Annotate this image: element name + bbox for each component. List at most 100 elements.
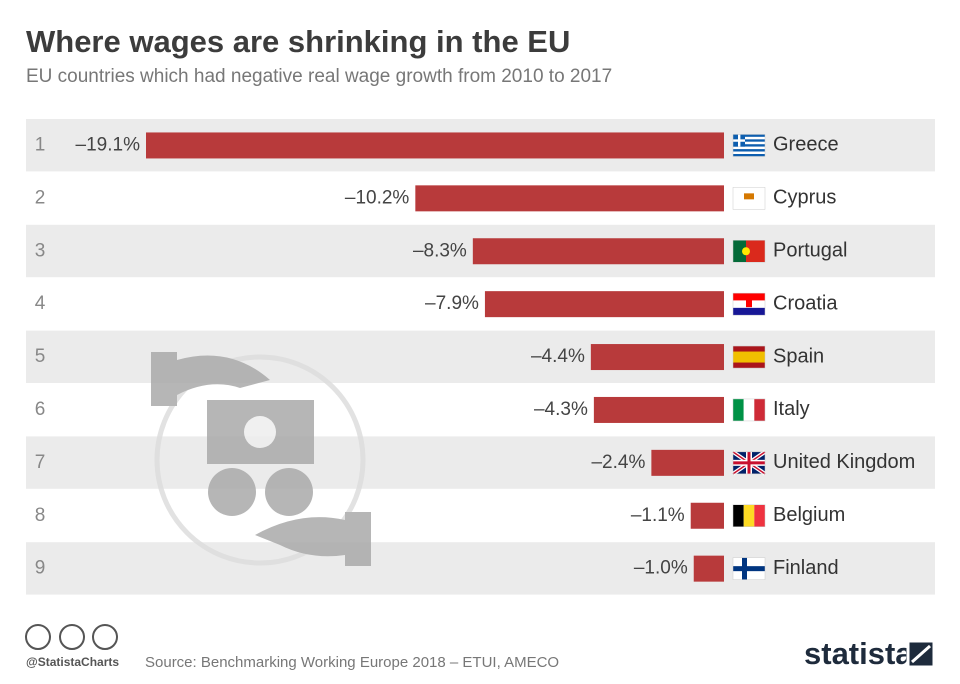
flag-border [732, 345, 766, 369]
flag-part [733, 139, 765, 142]
flag-part [733, 566, 765, 572]
category-label: Greece [773, 134, 839, 156]
flag-part [733, 146, 765, 150]
rank-label: 7 [35, 452, 46, 473]
flag-part [733, 240, 746, 263]
rank-label: 6 [35, 399, 46, 420]
flag-border [732, 134, 766, 157]
rank-label: 2 [35, 187, 46, 208]
rank-label: 9 [35, 558, 46, 579]
flag-part [733, 144, 765, 147]
flag-part [733, 136, 765, 140]
flag-part [746, 299, 752, 308]
flag-part [733, 154, 765, 157]
category-label: Cyprus [773, 187, 836, 209]
value-label: –7.9% [425, 293, 479, 314]
illustration-hand [345, 512, 371, 566]
flag-border [732, 187, 766, 210]
bar [593, 396, 724, 423]
value-label: –19.1% [76, 134, 141, 155]
row-background [26, 277, 935, 331]
flag-part [733, 398, 744, 421]
brand: statista [804, 636, 913, 671]
flag-border [732, 557, 766, 580]
illustration-hand [177, 355, 270, 395]
rank-label: 3 [35, 240, 46, 261]
illustration-hand [151, 352, 177, 406]
flag [732, 345, 766, 369]
row-background [26, 542, 935, 595]
flag-part [733, 293, 765, 301]
flag [732, 134, 766, 157]
rank-label: 8 [35, 505, 46, 526]
bar [484, 291, 724, 318]
category-label: Italy [773, 398, 810, 420]
license-icons [25, 624, 118, 650]
flag-border [732, 451, 766, 475]
value-label: –10.2% [345, 187, 410, 208]
flag-part [733, 461, 765, 465]
flag [732, 557, 766, 580]
chart-subtitle: EU countries which had negative real wag… [26, 66, 612, 87]
illustration [151, 352, 371, 566]
bar [690, 502, 724, 529]
handle: @StatistaCharts [26, 655, 119, 669]
flag-border [732, 240, 766, 263]
bar [590, 344, 724, 371]
flag [731, 450, 767, 476]
bar [693, 555, 724, 582]
cc-icon [25, 624, 51, 650]
flag-part [733, 151, 765, 155]
category-label: Croatia [773, 292, 838, 314]
flag [732, 398, 766, 422]
value-label: –1.0% [634, 558, 688, 579]
flag-part [733, 141, 765, 145]
flag [732, 187, 766, 210]
value-label: –8.3% [413, 240, 467, 261]
bar [651, 449, 724, 476]
flag-part [733, 139, 745, 142]
category-label: United Kingdom [773, 451, 915, 473]
value-label: –4.4% [531, 346, 585, 367]
bar [415, 185, 724, 212]
category-label: Portugal [773, 240, 848, 262]
flag-border [732, 292, 766, 316]
value-label: –4.3% [534, 399, 588, 420]
flag-part [733, 149, 765, 152]
flag-part [746, 240, 765, 263]
flag [732, 240, 766, 263]
nd-icon [92, 624, 118, 650]
flag-part [733, 504, 744, 527]
flag-part [754, 504, 765, 527]
flag-part [743, 398, 755, 421]
row-background [26, 489, 935, 542]
brand-logo [906, 639, 936, 669]
category-label: Spain [773, 345, 824, 367]
flag [732, 292, 766, 316]
rank-label: 5 [35, 346, 46, 367]
illustration-coin [208, 468, 256, 516]
category-label: Finland [773, 557, 839, 579]
value-label: –2.4% [591, 452, 645, 473]
flag-part [754, 398, 765, 421]
flag-part [733, 351, 765, 363]
flag [732, 504, 766, 527]
rows: 1 –19.1% Greece 2 –10.2% Cyprus 3 –8.3% Portugal… [26, 119, 935, 595]
flag-part [743, 504, 755, 527]
bar [146, 132, 724, 159]
flag-part [733, 134, 765, 137]
flag-border [732, 398, 766, 422]
category-label: Belgium [773, 504, 845, 526]
flag-border [732, 504, 766, 527]
flag-part [733, 307, 765, 316]
chart-title: Where wages are shrinking in the EU [26, 24, 570, 59]
rank-label: 1 [35, 134, 46, 155]
illustration-coin [244, 416, 276, 448]
illustration-coin [265, 468, 313, 516]
flag-part [744, 193, 754, 200]
rank-label: 4 [35, 293, 46, 314]
by-icon [59, 624, 85, 650]
row-background [26, 436, 935, 489]
flag-part [742, 247, 750, 256]
